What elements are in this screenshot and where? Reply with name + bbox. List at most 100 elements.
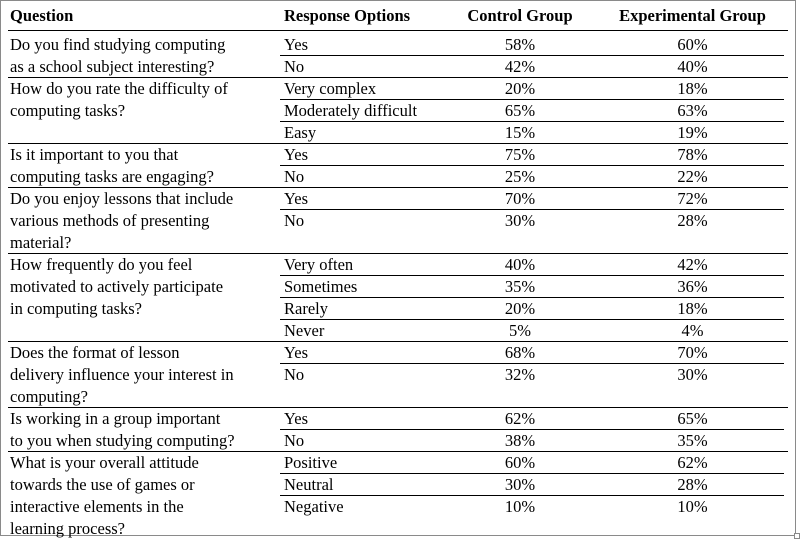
question-text: How frequently do you feel xyxy=(10,255,193,274)
control-value: 42% xyxy=(504,57,536,76)
experimental-value: 28% xyxy=(677,475,708,494)
control-value: 20% xyxy=(504,299,536,318)
question-text: What is your overall attitude xyxy=(10,453,199,472)
experimental-value: 60% xyxy=(677,35,708,54)
response-option: No xyxy=(284,365,305,384)
experimental-value: 78% xyxy=(677,145,708,164)
experimental-value: 22% xyxy=(677,167,708,186)
option-rule xyxy=(280,99,784,100)
control-value: 38% xyxy=(504,431,536,450)
question-text: Do you find studying computing xyxy=(10,35,226,54)
question-text: to you when studying computing? xyxy=(10,431,235,450)
control-value: 32% xyxy=(504,365,536,384)
experimental-value: 40% xyxy=(677,57,708,76)
experimental-value: 10% xyxy=(677,497,708,516)
experimental-value: 65% xyxy=(677,409,708,428)
control-value: 30% xyxy=(504,475,536,494)
response-option: No xyxy=(284,57,305,76)
control-value: 60% xyxy=(504,453,536,472)
control-value: 40% xyxy=(504,255,536,274)
response-option: Yes xyxy=(284,343,309,362)
question-text: computing tasks? xyxy=(10,101,126,120)
control-value: 25% xyxy=(504,167,536,186)
header-experimental-group: Experimental Group xyxy=(619,6,766,25)
response-option: Yes xyxy=(284,145,309,164)
experimental-value: 4% xyxy=(681,321,704,340)
response-option: Positive xyxy=(284,453,338,472)
question-text: in computing tasks? xyxy=(10,299,142,318)
resize-handle-icon[interactable] xyxy=(794,533,800,539)
option-rule xyxy=(280,429,784,430)
control-value: 20% xyxy=(504,79,536,98)
control-value: 10% xyxy=(504,497,536,516)
experimental-value: 72% xyxy=(677,189,708,208)
question-text: Is working in a group important xyxy=(10,409,221,428)
control-value: 62% xyxy=(504,409,536,428)
option-rule xyxy=(280,165,784,166)
question-text: interactive elements in the xyxy=(10,497,184,516)
control-value: 30% xyxy=(504,211,536,230)
question-text: towards the use of games or xyxy=(10,475,195,494)
row-rule xyxy=(8,187,788,188)
response-option: Moderately difficult xyxy=(284,101,418,120)
question-text: How do you rate the difficulty of xyxy=(10,79,228,98)
control-value: 70% xyxy=(504,189,536,208)
row-rule xyxy=(8,451,788,452)
header-rule xyxy=(8,30,788,31)
experimental-value: 35% xyxy=(677,431,708,450)
response-option: Never xyxy=(284,321,325,340)
control-value: 75% xyxy=(504,145,536,164)
option-rule xyxy=(280,363,784,364)
experimental-value: 63% xyxy=(677,101,708,120)
experimental-value: 28% xyxy=(677,211,708,230)
experimental-value: 70% xyxy=(677,343,708,362)
response-option: Sometimes xyxy=(284,277,358,296)
response-option: Yes xyxy=(284,189,309,208)
control-value: 5% xyxy=(509,321,531,340)
question-text: motivated to actively participate xyxy=(10,277,224,296)
question-text: learning process? xyxy=(10,519,125,538)
experimental-value: 42% xyxy=(677,255,708,274)
experimental-value: 30% xyxy=(677,365,708,384)
option-rule xyxy=(280,319,784,320)
row-rule xyxy=(8,407,788,408)
header-control-group: Control Group xyxy=(467,6,573,25)
question-text: computing? xyxy=(10,387,88,406)
response-option: Rarely xyxy=(284,299,328,318)
header-question: Question xyxy=(10,6,74,25)
option-rule xyxy=(280,297,784,298)
question-text: as a school subject interesting? xyxy=(10,57,215,76)
control-value: 68% xyxy=(504,343,536,362)
row-rule xyxy=(8,253,788,254)
option-rule xyxy=(280,473,784,474)
control-value: 35% xyxy=(504,277,536,296)
option-rule xyxy=(280,55,784,56)
option-rule xyxy=(280,275,784,276)
question-text: delivery influence your interest in xyxy=(10,365,234,384)
control-value: 58% xyxy=(504,35,536,54)
option-rule xyxy=(280,209,784,210)
response-option: Very often xyxy=(284,255,354,274)
header-response-options: Response Options xyxy=(284,6,411,25)
question-text: material? xyxy=(10,233,72,252)
response-option: Yes xyxy=(284,35,309,54)
response-option: Easy xyxy=(284,123,317,142)
row-rule xyxy=(8,77,788,78)
experimental-value: 19% xyxy=(677,123,708,142)
experimental-value: 36% xyxy=(677,277,708,296)
response-option: Yes xyxy=(284,409,309,428)
question-text: Does the format of lesson xyxy=(10,343,180,362)
control-value: 65% xyxy=(504,101,536,120)
option-rule xyxy=(280,121,784,122)
question-text: various methods of presenting xyxy=(10,211,210,230)
response-option: No xyxy=(284,211,305,230)
response-option: Negative xyxy=(284,497,344,516)
experimental-value: 18% xyxy=(677,299,708,318)
response-option: Neutral xyxy=(284,475,334,494)
question-text: Do you enjoy lessons that include xyxy=(10,189,234,208)
row-rule xyxy=(8,341,788,342)
experimental-value: 18% xyxy=(677,79,708,98)
control-value: 15% xyxy=(504,123,536,142)
response-option: Very complex xyxy=(284,79,377,98)
